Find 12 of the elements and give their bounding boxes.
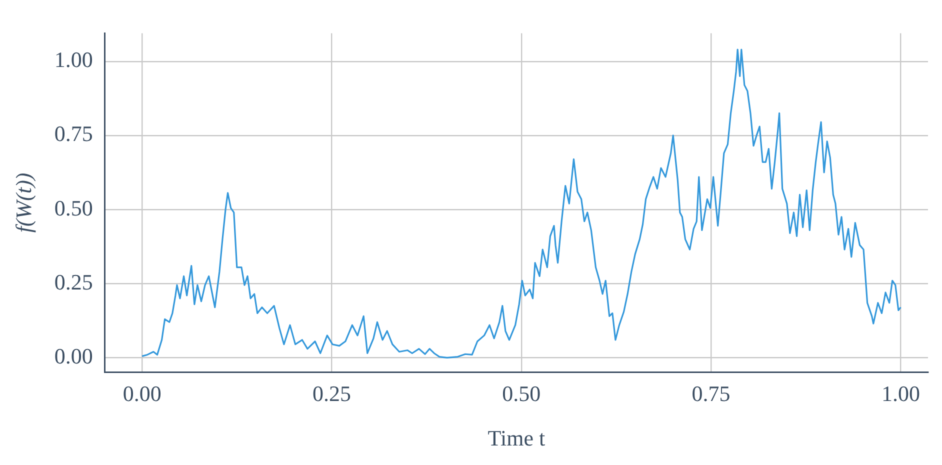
x-axis-title: Time t (488, 426, 546, 451)
y-tick-label: 0.00 (54, 343, 93, 368)
x-tick-label: 1.00 (881, 381, 920, 406)
y-tick-label: 0.50 (54, 195, 93, 220)
x-tick-label: 0.75 (692, 381, 730, 406)
x-tick-label: 0.50 (502, 381, 541, 406)
y-tick-label: 0.25 (54, 269, 93, 294)
y-tick-label: 0.75 (54, 121, 93, 146)
y-axis-title: f(W(t)) (10, 172, 36, 233)
y-tick-label: 1.00 (54, 47, 93, 72)
x-tick-label: 0.25 (312, 381, 351, 406)
x-tick-label: 0.00 (122, 381, 162, 406)
